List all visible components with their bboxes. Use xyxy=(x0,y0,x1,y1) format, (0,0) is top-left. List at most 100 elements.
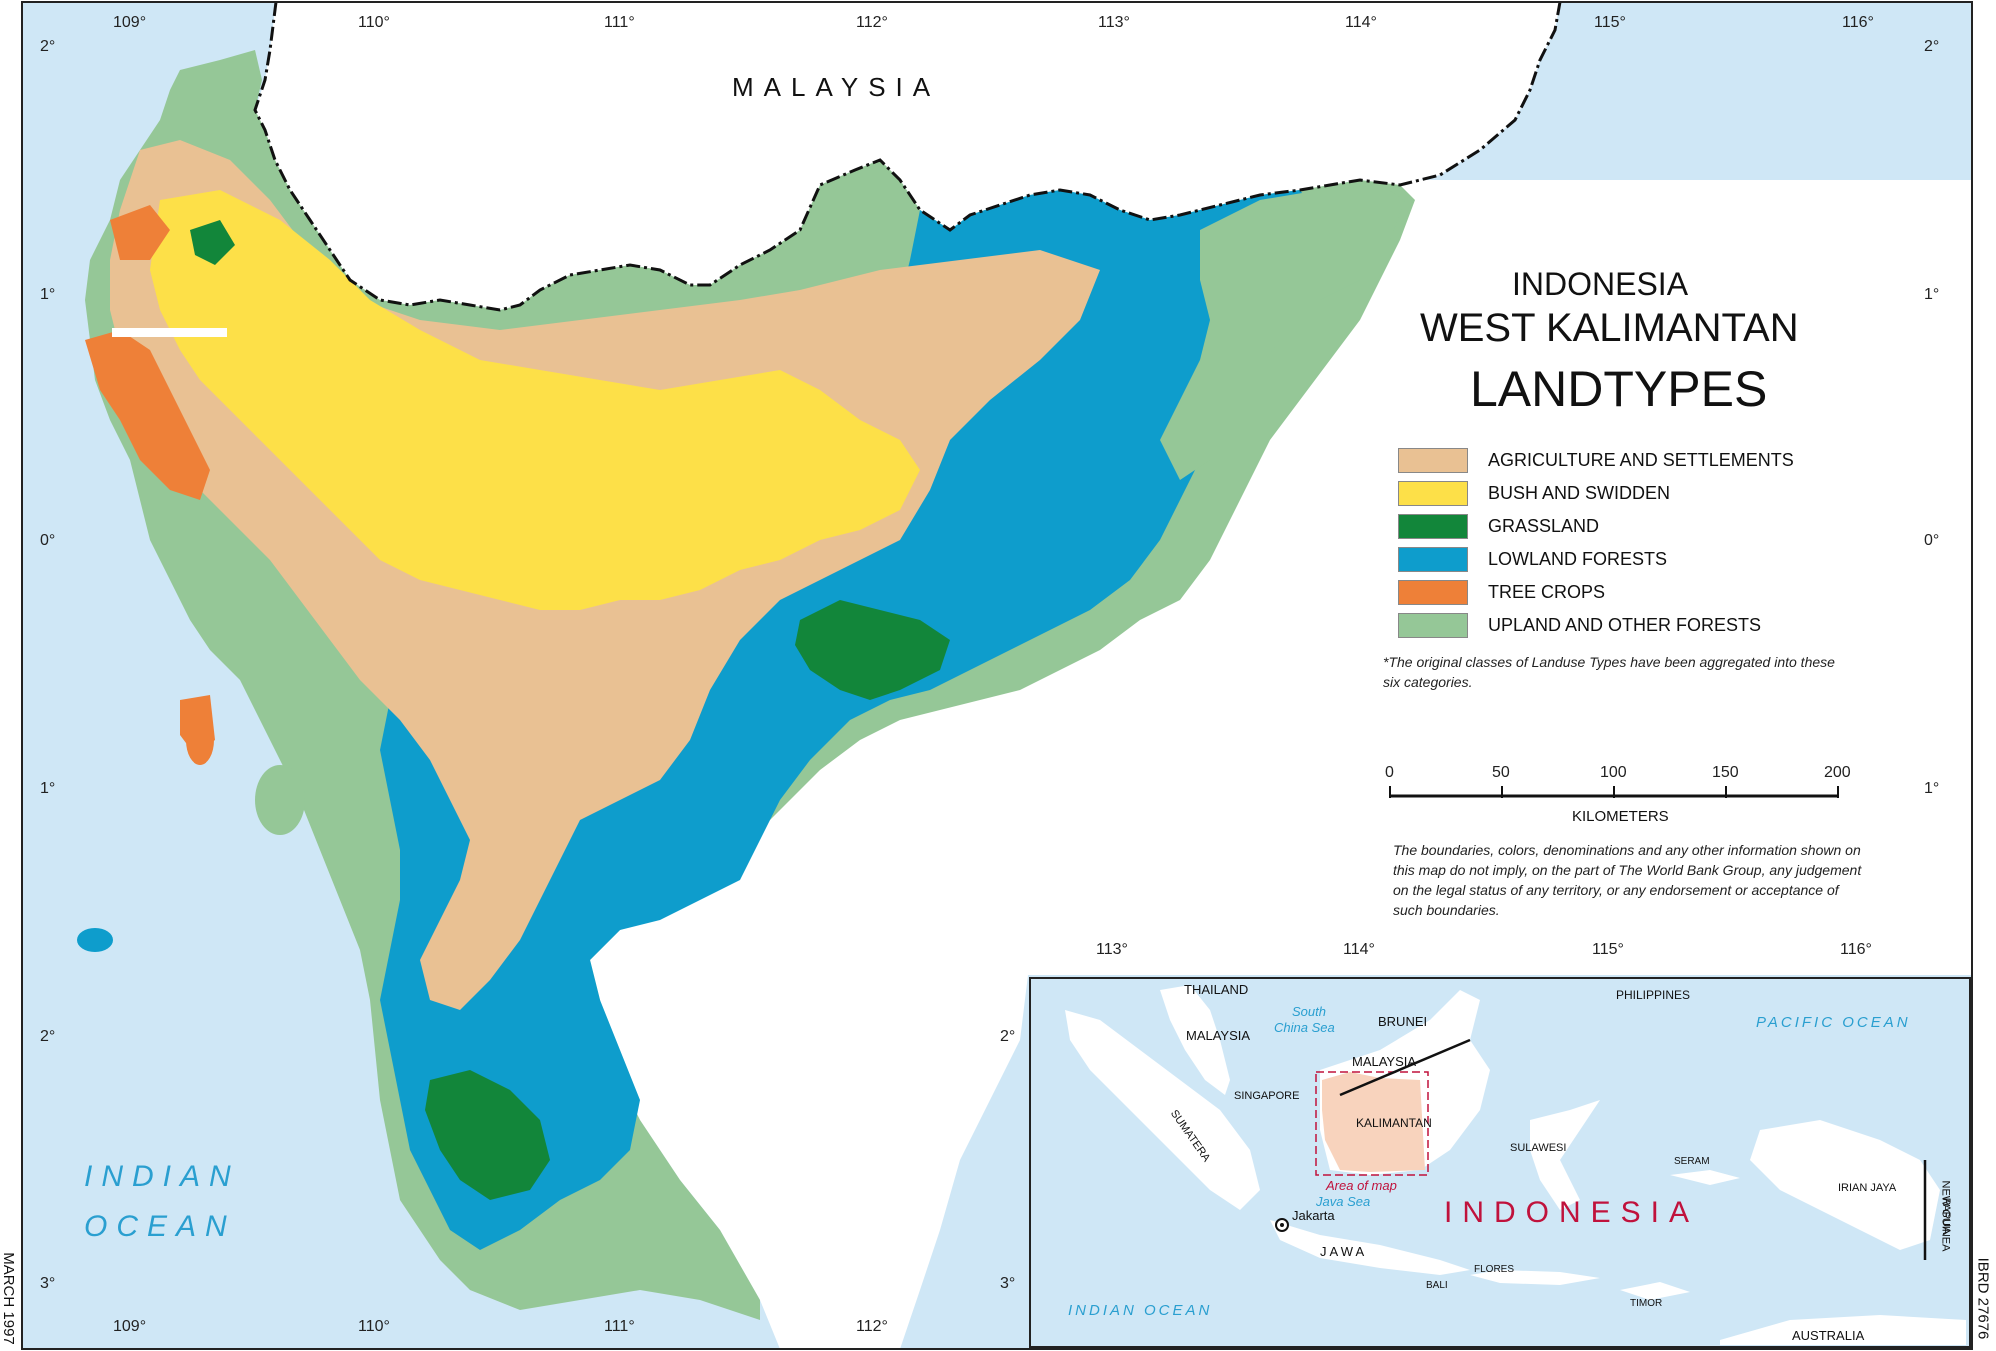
lat-left-1n: 1° xyxy=(40,286,56,303)
inset-area-of-map-box xyxy=(1315,1071,1429,1176)
inset-label-brunei: BRUNEI xyxy=(1378,1014,1428,1029)
legend-item-lowland: LOWLAND FORESTS xyxy=(1398,546,1667,572)
lat-right-1s: 1° xyxy=(1924,780,1940,797)
inset-australia xyxy=(1720,1315,1966,1345)
inset-label-singapore: SINGAPORE xyxy=(1234,1090,1300,1102)
legend-swatch xyxy=(1398,480,1468,506)
inset-label-java-sea: Java Sea xyxy=(1316,1194,1371,1209)
inset-malay-peninsula xyxy=(1160,985,1230,1095)
island-south xyxy=(186,715,214,765)
legend-item-grassland: GRASSLAND xyxy=(1398,513,1599,539)
inset-label-bali: BALI xyxy=(1426,1280,1448,1291)
label-indian-ocean-2: OCEAN xyxy=(84,1210,236,1243)
inset-border-borneo xyxy=(1339,1038,1471,1097)
upland-forests-east xyxy=(1160,185,1405,480)
inset-label-kalimantan: KALIMANTAN xyxy=(1356,1116,1432,1130)
lat-left-1s: 1° xyxy=(40,780,56,797)
scale-tick-100: 100 xyxy=(1600,764,1627,781)
inset-label-thailand: THAILAND xyxy=(1184,982,1249,997)
lon-bottom-112: 112° xyxy=(856,1318,888,1335)
inset-label-malaysia-w: MALAYSIA xyxy=(1186,1028,1251,1043)
lon-top-113: 113° xyxy=(1098,14,1130,31)
lon-bottom-110: 110° xyxy=(358,1318,390,1335)
inset-map xyxy=(1029,977,1971,1348)
legend-note: *The original classes of Landuse Types h… xyxy=(1383,654,1835,690)
inset-sulawesi xyxy=(1530,1100,1600,1210)
inset-label-philippines: PHILIPPINES xyxy=(1616,988,1691,1002)
lon-top-115: 115° xyxy=(1594,14,1626,31)
inset-label-flores: FLORES xyxy=(1474,1264,1515,1275)
inset-label-indonesia: INDONESIA xyxy=(1444,1196,1700,1229)
legend-label: AGRICULTURE AND SETTLEMENTS xyxy=(1488,449,1794,470)
inset-label-seram: SERAM xyxy=(1674,1156,1710,1167)
legend-swatch xyxy=(1398,612,1468,638)
disclaimer: The boundaries, colors, denominations an… xyxy=(1393,842,1862,918)
legend-item-agriculture: AGRICULTURE AND SETTLEMENTS xyxy=(1398,447,1794,473)
inset-lat-2: 2° xyxy=(1000,1028,1016,1045)
lon-top-114: 114° xyxy=(1345,14,1377,31)
title-subject: LANDTYPES xyxy=(1470,361,1768,417)
inset-label-jawa: JAWA xyxy=(1320,1244,1368,1259)
lat-right-2n: 2° xyxy=(1924,38,1940,55)
malaysia-land xyxy=(255,2,1560,310)
inset-label-jakarta: Jakarta xyxy=(1292,1208,1335,1223)
inset-lon-114: 114° xyxy=(1343,941,1375,958)
lon-top-116: 116° xyxy=(1842,14,1874,31)
grassland-south xyxy=(425,1070,550,1200)
scale-tick-0: 0 xyxy=(1385,764,1394,781)
inset-label-area-of-map: Area of map xyxy=(1326,1178,1397,1193)
inset-label-indian-ocean: INDIAN OCEAN xyxy=(1068,1302,1213,1319)
grassland-north xyxy=(190,220,235,265)
inset-timor xyxy=(1620,1282,1690,1300)
legend-item-treecrops: TREE CROPS xyxy=(1398,579,1605,605)
inset-label-timor: TIMOR xyxy=(1630,1298,1663,1309)
inset-label-australia: AUSTRALIA xyxy=(1792,1328,1865,1343)
legend-label: TREE CROPS xyxy=(1488,581,1606,602)
legend-label: GRASSLAND xyxy=(1488,515,1600,536)
lon-top-112: 112° xyxy=(856,14,888,31)
lon-top-109: 109° xyxy=(113,14,147,31)
tree-crops-west xyxy=(85,330,210,500)
label-malaysia: MALAYSIA xyxy=(732,72,941,102)
grassland-central xyxy=(795,600,950,700)
ibrd-label: IBRD 27676 xyxy=(1974,1257,1992,1340)
legend-swatch xyxy=(1398,513,1468,539)
island-west xyxy=(77,928,113,952)
legend-label: UPLAND AND OTHER FORESTS xyxy=(1488,614,1762,635)
lon-top-111: 111° xyxy=(604,14,635,31)
lon-top-110: 110° xyxy=(358,14,390,31)
lowland-forests xyxy=(380,190,1320,1250)
legend-item-bush: BUSH AND SWIDDEN xyxy=(1398,480,1670,506)
label-indian-ocean-1: INDIAN xyxy=(84,1160,240,1193)
lon-bottom-111: 111° xyxy=(604,1318,635,1335)
title-country: INDONESIA xyxy=(1512,266,1689,302)
scale-tick-150: 150 xyxy=(1712,764,1739,781)
east-blank-area xyxy=(590,180,1972,1349)
legend-swatch xyxy=(1398,546,1468,572)
inset-label-malaysia-e: MALAYSIA xyxy=(1352,1054,1417,1069)
scale-unit: KILOMETERS xyxy=(1572,808,1669,825)
title-province: WEST KALIMANTAN xyxy=(1420,306,1799,350)
scale-bar xyxy=(1389,786,1839,798)
inset-label-irian-jaya: IRIAN JAYA xyxy=(1838,1182,1897,1194)
legend-label: LOWLAND FORESTS xyxy=(1488,548,1668,569)
inset-label-south-china-sea-2: China Sea xyxy=(1274,1020,1335,1035)
inset-label-sulawesi: SULAWESI xyxy=(1510,1142,1567,1154)
bush-swidden xyxy=(150,190,920,610)
legend-swatch xyxy=(1398,447,1468,473)
inset-label-south-china-sea-1: South xyxy=(1292,1004,1326,1019)
lon-bottom-109: 109° xyxy=(113,1318,147,1335)
lat-left-2s: 2° xyxy=(40,1028,56,1045)
legend-item-upland: UPLAND AND OTHER FORESTS xyxy=(1398,612,1761,638)
international-border xyxy=(253,1,1562,312)
inset-lat-3: 3° xyxy=(1000,1275,1016,1292)
inset-irian-jaya xyxy=(1750,1120,1940,1250)
inset-seram xyxy=(1670,1170,1740,1185)
tree-crops-north xyxy=(110,205,170,260)
date-label: MARCH 1997 xyxy=(0,1252,17,1345)
lat-left-0: 0° xyxy=(40,532,56,549)
lat-left-3s: 3° xyxy=(40,1275,56,1292)
inset-jawa xyxy=(1270,1220,1470,1275)
inset-west-kalimantan xyxy=(1322,1072,1425,1172)
